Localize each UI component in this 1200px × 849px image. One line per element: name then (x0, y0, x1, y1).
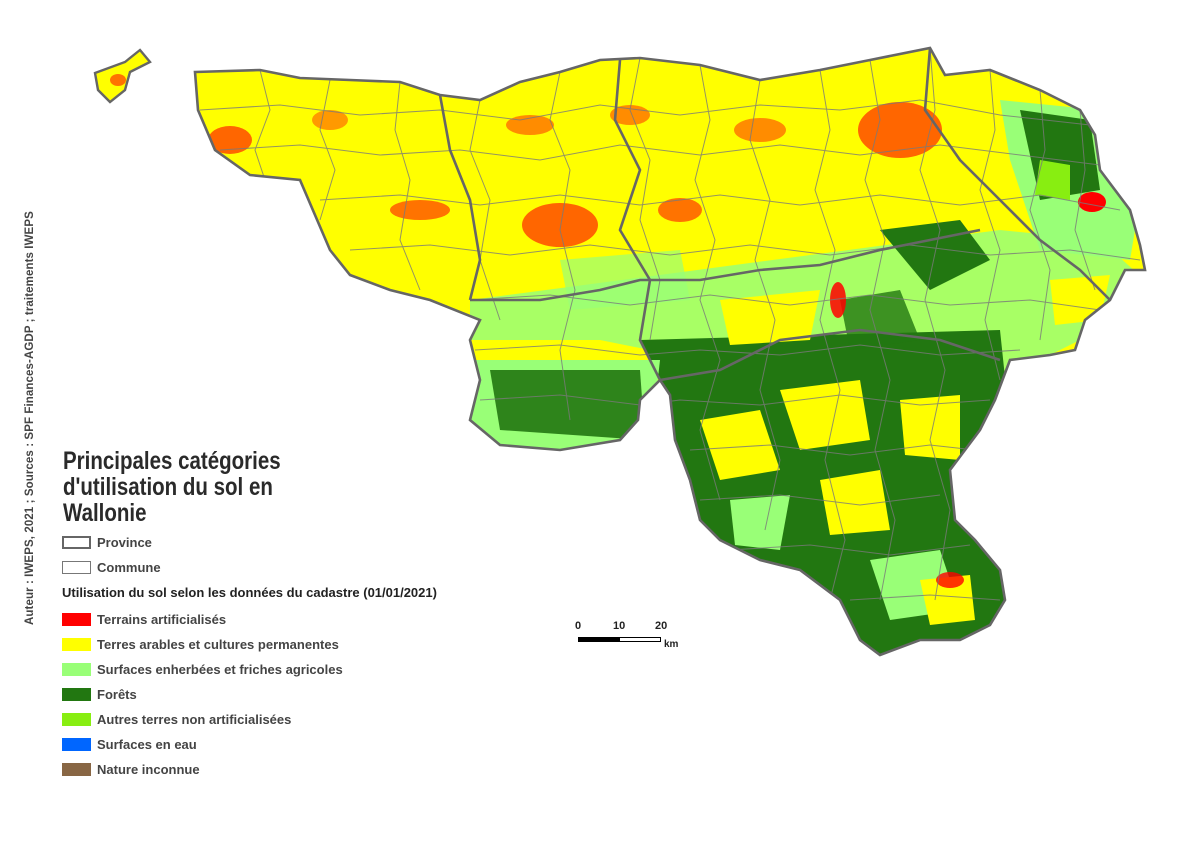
legend-item: Surfaces en eau (62, 736, 197, 752)
commune-swatch (62, 560, 91, 574)
legend-swatch (62, 712, 91, 726)
legend-swatch (62, 662, 91, 676)
legend-item: Terres arables et cultures permanentes (62, 636, 339, 652)
legend-province: Province (62, 534, 152, 550)
legend-item-label: Autres terres non artificialisées (97, 711, 292, 727)
legend-item: Terrains artificialisés (62, 611, 226, 627)
landuse-heading: Utilisation du sol selon les données du … (62, 585, 437, 600)
legend-province-label: Province (97, 534, 152, 550)
legend-item: Nature inconnue (62, 761, 200, 777)
map-credit: Auteur : IWEPS, 2021 ; Sources : SPF Fin… (24, 211, 36, 625)
map-title: Principales catégories d'utilisation du … (63, 447, 281, 527)
legend-swatch (62, 637, 91, 651)
legend-commune: Commune (62, 559, 161, 575)
legend-item-label: Surfaces enherbées et friches agricoles (97, 661, 343, 677)
scale-bar: 0 10 20 km (572, 620, 682, 656)
legend-item: Surfaces enherbées et friches agricoles (62, 661, 343, 677)
legend-swatch (62, 737, 91, 751)
scale-unit: km (664, 639, 679, 650)
legend-commune-label: Commune (97, 559, 161, 575)
legend-item-label: Nature inconnue (97, 761, 200, 777)
scale-tick-label: 0 (575, 620, 582, 632)
legend-item: Forêts (62, 686, 137, 702)
legend-item: Autres terres non artificialisées (62, 711, 291, 727)
scale-tick-label: 20 (655, 620, 668, 632)
legend-swatch (62, 762, 91, 776)
legend-swatch (62, 612, 91, 626)
legend-item-label: Terrains artificialisés (97, 611, 227, 627)
legend-swatch (62, 687, 91, 701)
legend-item-label: Surfaces en eau (97, 736, 197, 752)
legend-item-label: Terres arables et cultures permanentes (97, 636, 339, 652)
province-swatch (62, 535, 91, 549)
scale-segment-light (619, 637, 661, 642)
scale-tick-label: 10 (613, 620, 626, 632)
scale-segment-dark (578, 637, 620, 642)
legend-item-label: Forêts (97, 686, 137, 702)
